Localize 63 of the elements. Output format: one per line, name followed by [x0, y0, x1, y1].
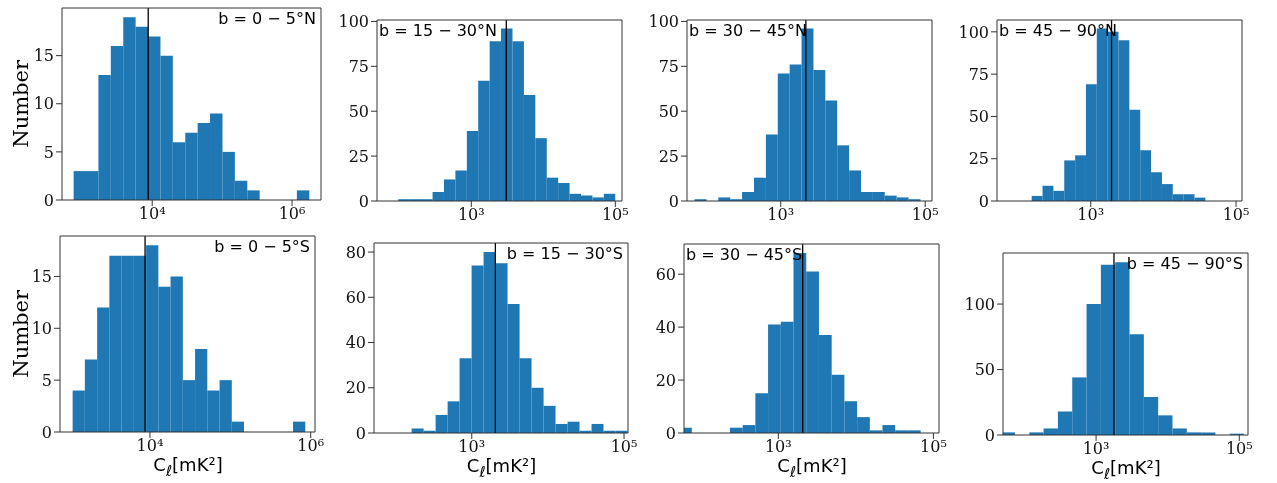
y-tick-label: 25 [658, 146, 679, 166]
y-tick-label: 25 [348, 146, 369, 166]
x-tick-label: 10⁴ [136, 436, 164, 456]
x-axis-title: C$_{ℓ}$[mK²] [152, 454, 224, 482]
y-tick-label: 25 [968, 149, 989, 169]
annotation: b = 15 − 30°N [379, 21, 497, 41]
x-tick-label: 10⁵ [1225, 439, 1253, 459]
y-tick-label: 100 [648, 12, 679, 32]
y-tick-label: 100 [958, 22, 989, 42]
y-tick-label: 50 [968, 107, 989, 127]
x-tick-label: 10³ [457, 205, 485, 225]
y-tick-label: 0 [43, 190, 54, 210]
y-tick-label: 50 [348, 101, 369, 121]
x-tick-label: 10⁴ [138, 204, 166, 224]
y-tick-label: 0 [355, 423, 366, 443]
y-tick-label: 0 [358, 191, 369, 211]
y-tick-label: 60 [345, 287, 366, 307]
annotation: b = 30 − 45°S [686, 245, 803, 265]
annotation: b = 0 − 5°N [218, 9, 316, 29]
y-tick-label: 100 [338, 12, 369, 32]
x-axis-title: C$_{ℓ}$[mK²] [465, 455, 538, 483]
annotation: b = 45 − 90°S [1126, 254, 1243, 274]
y-tick-label: 0 [984, 425, 995, 445]
y-tick-label: 50 [974, 360, 995, 380]
x-tick-label: 10⁵ [920, 437, 947, 457]
y-tick-label: 0 [978, 191, 989, 211]
y-tick-label: 40 [345, 333, 366, 353]
x-tick-label: 10³ [767, 205, 795, 225]
y-tick-label: 20 [655, 370, 676, 390]
y-tick-label: 20 [345, 378, 366, 398]
x-tick-label: 10³ [1077, 205, 1105, 225]
y-tick-label: 0 [668, 191, 679, 211]
y-tick-label: 100 [964, 294, 995, 314]
annotation: b = 15 − 30°S [506, 244, 623, 264]
y-tick-label: 5 [41, 370, 52, 390]
x-tick-label: 10⁶ [297, 436, 325, 456]
x-tick-label: 10³ [764, 437, 792, 457]
y-axis-title: Number [9, 289, 33, 378]
y-tick-label: 40 [655, 317, 676, 337]
y-tick-label: 75 [658, 57, 679, 77]
x-tick-label: 10⁵ [610, 437, 638, 457]
y-tick-label: 0 [41, 422, 52, 442]
x-tick-label: 10³ [458, 437, 486, 457]
y-tick-label: 75 [348, 57, 369, 77]
x-tick-label: 10³ [1082, 439, 1110, 459]
y-tick-label: 80 [345, 242, 366, 262]
y-tick-label: 10 [33, 94, 54, 114]
x-tick-label: 10⁵ [1222, 205, 1250, 225]
y-tick-label: 5 [43, 142, 54, 162]
y-tick-label: 60 [655, 264, 676, 284]
y-axis-title: Number [9, 59, 33, 148]
y-tick-label: 15 [31, 267, 52, 287]
x-tick-label: 10⁶ [278, 204, 306, 224]
annotation: b = 0 − 5°S [214, 237, 310, 257]
x-tick-label: 10⁵ [601, 205, 629, 225]
y-tick-label: 0 [665, 423, 676, 443]
x-axis-title: C$_{ℓ}$[mK²] [776, 455, 848, 483]
y-tick-label: 15 [33, 46, 54, 66]
y-tick-label: 75 [968, 64, 989, 84]
x-tick-label: 10⁵ [911, 205, 939, 225]
y-tick-label: 10 [31, 318, 52, 338]
y-tick-label: 50 [658, 101, 679, 121]
x-axis-title: C$_{ℓ}$[mK²] [1090, 457, 1162, 483]
